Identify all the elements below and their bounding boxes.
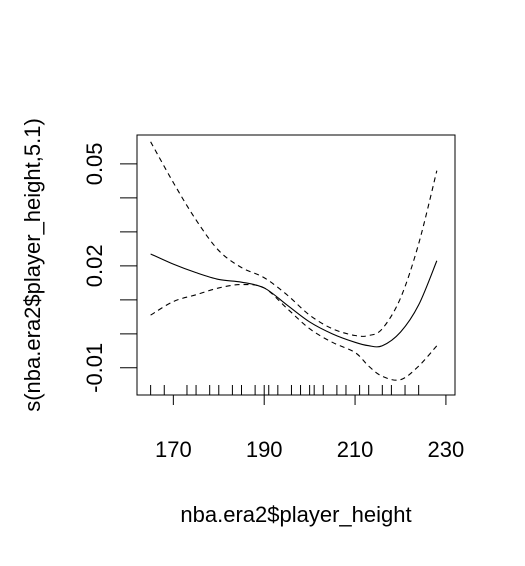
rug-marks	[150, 385, 420, 395]
plot-frame	[136, 134, 456, 396]
lower-confidence-band	[150, 283, 438, 381]
y-tick-label: 0.05	[82, 142, 107, 185]
x-axis-label: nba.era2$player_height	[180, 502, 411, 527]
upper-confidence-band	[150, 141, 438, 337]
y-tick-label: -0.01	[82, 343, 107, 393]
x-tick-label: 210	[337, 437, 374, 462]
y-tick-label: 0.02	[82, 244, 107, 287]
x-tick-label: 190	[246, 437, 283, 462]
x-tick-label: 230	[428, 437, 465, 462]
series-group	[150, 141, 438, 381]
y-axis: -0.01 0.02 0.05	[82, 142, 137, 393]
smooth-estimate-line	[150, 253, 438, 348]
x-tick-label: 170	[155, 437, 192, 462]
y-axis-label: s(nba.era2$player_height,5.1)	[20, 118, 45, 412]
x-axis: 170 190 210 230	[155, 395, 464, 462]
